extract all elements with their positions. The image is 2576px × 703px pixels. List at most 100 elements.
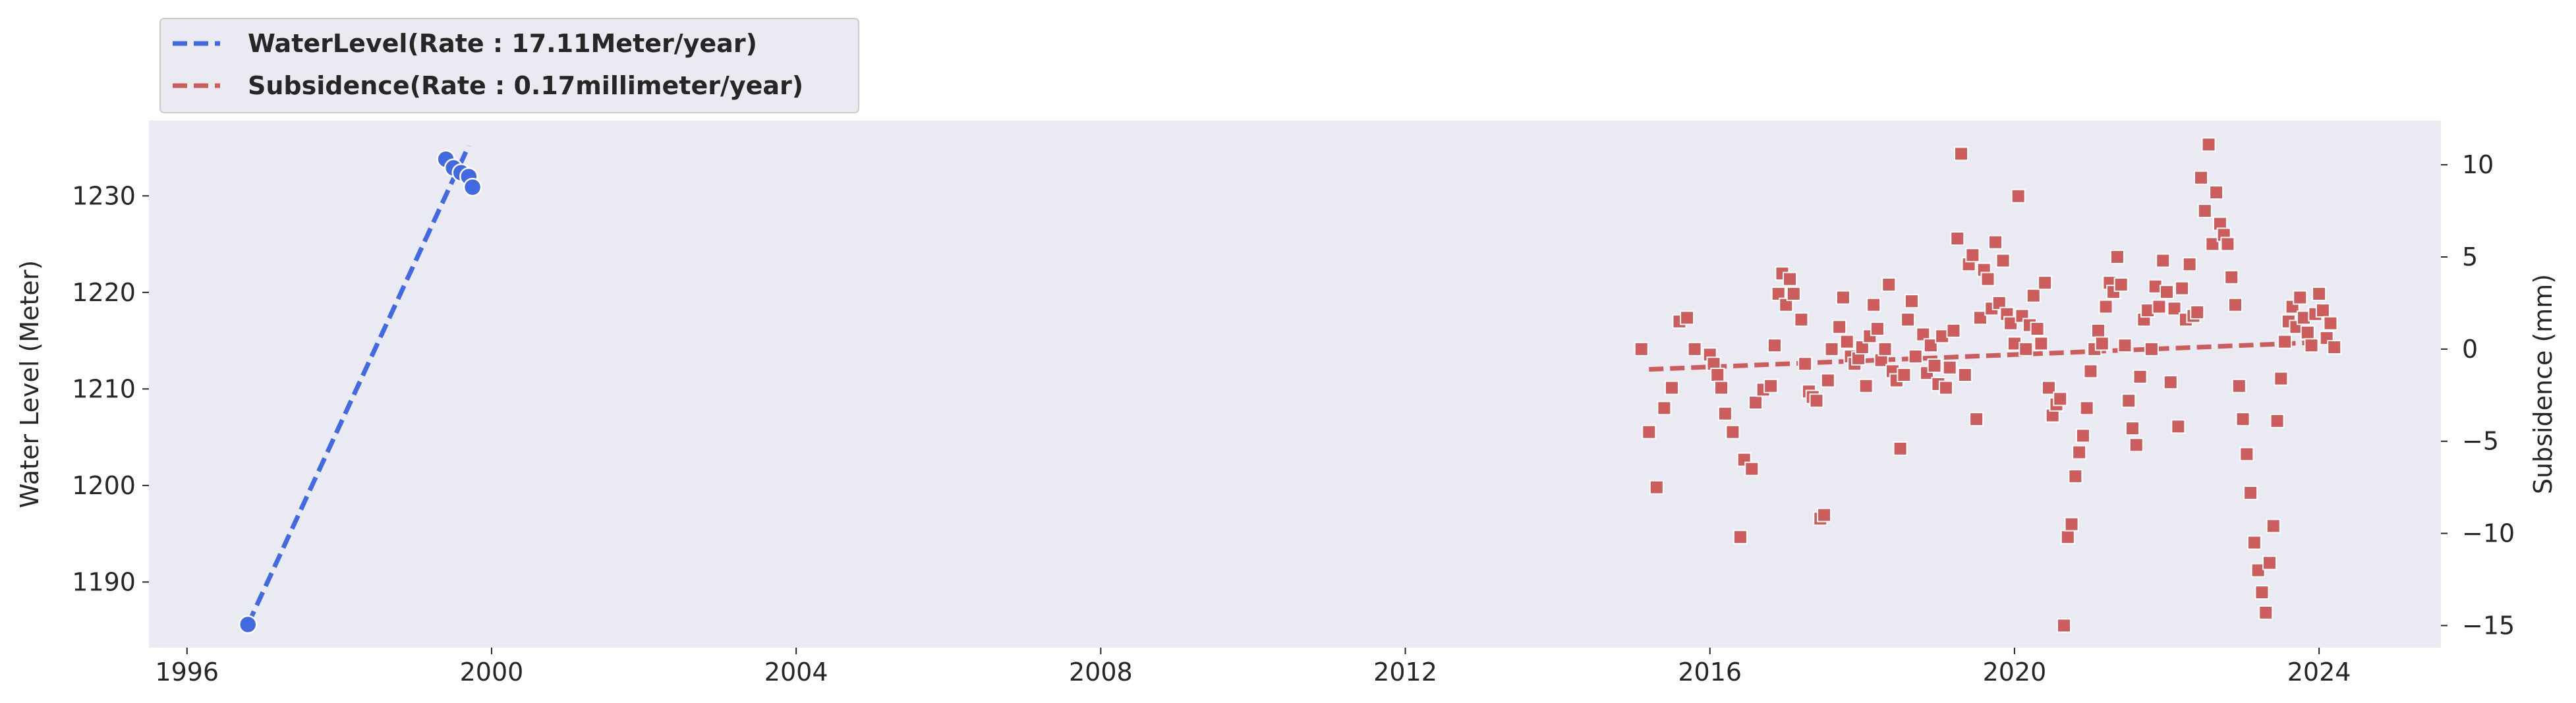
x-tick-label: 2024 <box>2287 658 2351 687</box>
subsidence-point <box>1916 327 1931 342</box>
subsidence-point <box>2098 299 2113 314</box>
y-left-tick-label: 1200 <box>72 471 136 500</box>
legend-water-label: WaterLevel(Rate : 17.11Meter/year) <box>248 29 757 58</box>
subsidence-point <box>2258 605 2274 620</box>
x-tick-label: 2016 <box>1678 658 1742 687</box>
subsidence-point <box>2156 253 2171 268</box>
subsidence-point <box>2254 585 2270 600</box>
subsidence-point <box>1969 412 1984 427</box>
subsidence-point <box>1798 356 1813 372</box>
subsidence-point <box>2038 275 2053 291</box>
subsidence-point <box>1877 341 1893 356</box>
subsidence-point <box>2231 378 2247 393</box>
subsidence-point <box>2053 391 2068 407</box>
y-right-tick-label: 5 <box>2462 242 2478 271</box>
subsidence-point <box>2057 618 2072 633</box>
subsidence-point <box>1901 312 1916 327</box>
subsidence-point <box>1957 368 1972 383</box>
subsidence-point <box>1680 310 1695 325</box>
subsidence-point <box>1897 368 1912 383</box>
subsidence-point <box>1664 380 1679 395</box>
y-right-tick-label: 0 <box>2462 335 2478 364</box>
legend: WaterLevel(Rate : 17.11Meter/year) Subsi… <box>159 18 859 113</box>
plot-area <box>149 121 2441 648</box>
subsidence-point <box>2079 401 2094 416</box>
subsidence-point <box>2315 303 2330 318</box>
water-level-point <box>463 177 482 197</box>
subsidence-point <box>1870 322 1885 337</box>
subsidence-point <box>2121 393 2136 408</box>
subsidence-point <box>2327 340 2342 355</box>
legend-box <box>159 18 859 113</box>
subsidence-point <box>1649 480 1664 495</box>
subsidence-point <box>2266 519 2281 534</box>
subsidence-point <box>2068 468 2083 484</box>
subsidence-point <box>2323 316 2338 331</box>
subsidence-point <box>1954 146 1969 161</box>
y-right-tick-label: −10 <box>2462 519 2515 548</box>
x-tick-label: 2012 <box>1373 658 1437 687</box>
subsidence-point <box>2293 290 2308 305</box>
y-right-axis-ticks: −15 −10 −5 0 5 10 <box>2441 150 2515 640</box>
subsidence-point <box>1771 286 1786 301</box>
subsidence-point <box>2277 334 2293 349</box>
subsidence-point <box>1950 231 1965 246</box>
subsidence-point <box>1824 341 1839 356</box>
subsidence-point <box>2262 555 2277 571</box>
subsidence-point <box>1835 290 1850 305</box>
subsidence-point <box>1817 507 1832 522</box>
subsidence-point <box>2094 336 2109 351</box>
subsidence-point <box>1794 312 1809 327</box>
x-tick-label: 2020 <box>1983 658 2047 687</box>
subsidence-point <box>1657 401 1672 416</box>
subsidence-point <box>1809 393 1824 408</box>
subsidence-point <box>2167 301 2182 316</box>
subsidence-point <box>2220 237 2235 252</box>
subsidence-point <box>2197 204 2212 219</box>
subsidence-point <box>2163 375 2178 390</box>
subsidence-point <box>1779 297 1794 312</box>
y-left-tick-label: 1190 <box>72 567 136 596</box>
x-tick-label: 2004 <box>764 658 828 687</box>
data-marks <box>238 137 2342 634</box>
subsidence-point <box>1832 320 1847 335</box>
water-level-point <box>238 615 258 634</box>
subsidence-point <box>2117 338 2132 353</box>
subsidence-point <box>2239 447 2254 462</box>
water-level-trend-line <box>246 144 471 626</box>
subsidence-point <box>2030 322 2045 337</box>
x-tick-label: 2000 <box>460 658 524 687</box>
subsidence-point <box>2132 369 2148 384</box>
subsidence-point <box>1995 253 2011 268</box>
subsidence-point <box>1717 406 1732 421</box>
x-tick-label: 1996 <box>155 658 219 687</box>
subsidence-point <box>2160 285 2175 300</box>
subsidence-point <box>1942 360 1957 375</box>
subsidence-point <box>2300 325 2315 340</box>
subsidence-point <box>1642 424 1657 439</box>
subsidence-point <box>1767 338 1782 353</box>
subsidence-point <box>2003 316 2018 331</box>
subsidence-point <box>2274 371 2289 386</box>
subsidence-point <box>2041 380 2056 395</box>
subsidence-point <box>1786 286 1801 301</box>
subsidence-point <box>2091 323 2106 338</box>
subsidence-point <box>1946 323 1961 338</box>
subsidence-point <box>2190 304 2205 320</box>
subsidence-point <box>1972 310 1988 325</box>
y-left-axis-label: Water Level (Meter) <box>15 260 44 509</box>
subsidence-point <box>2018 341 2034 356</box>
subsidence-point <box>2109 249 2125 264</box>
y-right-tick-label: −15 <box>2462 611 2515 640</box>
y-right-tick-label: 10 <box>2462 150 2494 179</box>
subsidence-point <box>2182 257 2197 272</box>
subsidence-point <box>1744 461 1760 476</box>
subsidence-point <box>2247 535 2262 550</box>
subsidence-point <box>1820 373 1835 388</box>
subsidence-point <box>2152 299 2167 314</box>
subsidence-point <box>1763 378 1779 393</box>
y-left-tick-label: 1230 <box>72 181 136 210</box>
subsidence-point <box>2034 336 2049 351</box>
subsidence-point <box>1991 295 2007 310</box>
y-left-tick-label: 1210 <box>72 374 136 403</box>
